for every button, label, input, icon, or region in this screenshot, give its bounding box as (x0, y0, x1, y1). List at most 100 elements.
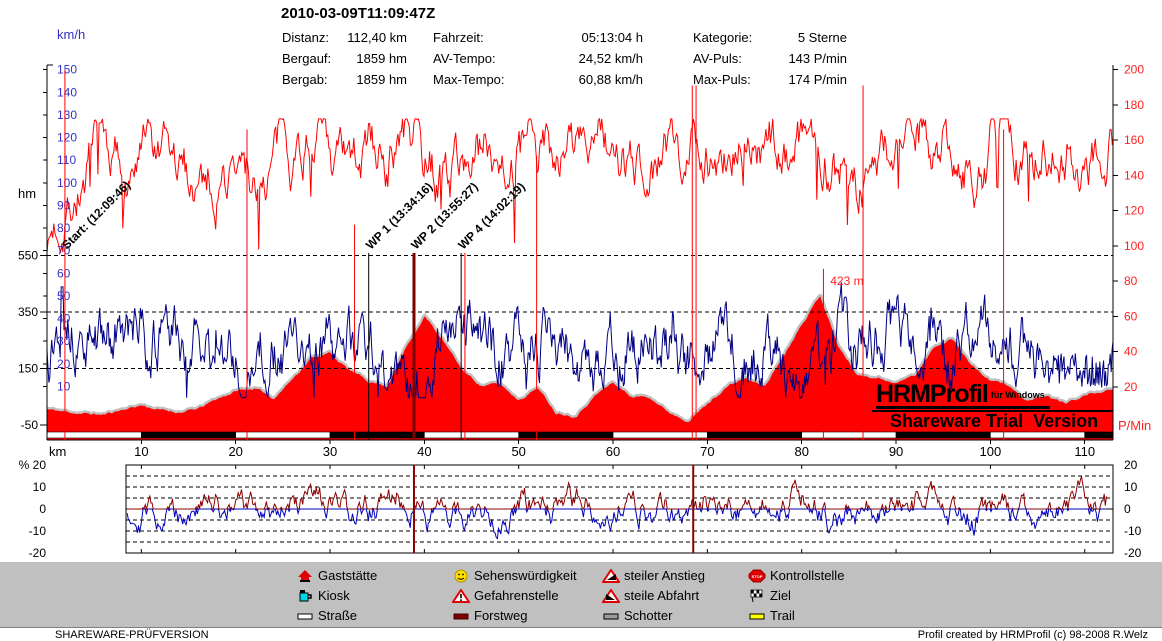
speed-axis-unit-label: km/h (57, 27, 86, 42)
pulse-tick-label: 60 (1124, 309, 1138, 323)
trail-icon (749, 613, 765, 620)
session-title: 2010-03-09T11:09:47Z (281, 5, 436, 22)
elevation-axis-unit-label: hm (18, 186, 37, 201)
speed-tick-label: 140 (57, 85, 77, 99)
legend-item-label: steile Abfahrt (624, 588, 700, 603)
km-tick-label: 90 (889, 444, 903, 459)
svg-text:STOP: STOP (752, 574, 763, 579)
legend-item-label: Sehenswürdigkeit (474, 568, 577, 583)
stat-value: 112,40 km (347, 30, 407, 45)
legend-item-label: Forstweg (474, 608, 528, 623)
stat-label: Bergab: (282, 72, 328, 87)
stat-value: 143 P/min (788, 51, 847, 66)
pulse-tick-label: 140 (1124, 168, 1144, 182)
stat-value: 174 P/min (788, 72, 847, 87)
speed-tick-label: 10 (57, 379, 71, 393)
gradient-tick-label: 10 (33, 480, 47, 494)
scale-bar-segment (895, 431, 991, 439)
elevation-tick-label: -50 (21, 418, 39, 432)
elevation-outline (46, 293, 1113, 423)
speed-tick-label: 50 (57, 289, 71, 303)
pulse-axis-unit-label: P/Min (1118, 418, 1152, 433)
speed-tick-label: 60 (57, 266, 71, 280)
stat-value: 60,88 km/h (578, 72, 643, 87)
km-tick-label: 60 (606, 444, 620, 459)
stat-value: 1859 hm (356, 72, 407, 87)
elevation-tick-label: 350 (18, 305, 38, 319)
scale-bar-segment (612, 431, 708, 439)
gradient-tick-label: -10 (29, 524, 47, 538)
km-tick-label: 20 (228, 444, 242, 459)
legend-item-label: Gaststätte (318, 568, 378, 583)
scale-bar-segment (801, 431, 897, 439)
pulse-tick-label: 160 (1124, 133, 1144, 147)
km-tick-label: 30 (323, 444, 337, 459)
km-tick-label: 100 (980, 444, 1002, 459)
kiosk-icon (299, 590, 312, 602)
warning-icon (452, 589, 470, 603)
scale-bar-segment (424, 431, 519, 439)
gradient-chart: % 20 10 0 -10 -20 20 10 0 -10 -20 (19, 458, 1142, 560)
road-icon (297, 613, 313, 620)
gradient-tick-label: 0 (1124, 502, 1131, 516)
scale-bar-segment (518, 431, 614, 439)
stat-label: Kategorie: (693, 30, 753, 45)
speed-tick-label: 80 (57, 221, 71, 235)
pulse-tick-label: 200 (1124, 63, 1144, 77)
stat-label: AV-Tempo: (433, 51, 496, 66)
km-tick-label: 50 (511, 444, 525, 459)
scale-bar-segment (1084, 431, 1114, 439)
stat-label: AV-Puls: (693, 51, 742, 66)
main-profile-chart: 10 20 30 40 50 60 70 80 90 100 110 120 130 140 150 550 3… (18, 63, 1144, 459)
distance-axis-unit-label: km (49, 444, 67, 459)
km-tick-label: 110 (1074, 444, 1095, 459)
stat-value: 5 Sterne (797, 30, 847, 45)
scale-bar-segment (990, 431, 1086, 439)
stat-value: 1859 hm (356, 51, 407, 66)
scale-bar-segment (235, 431, 331, 439)
pulse-tick-label: 100 (1124, 239, 1144, 253)
legend-item-label: Kontrollstelle (770, 568, 845, 583)
speed-tick-label: 30 (57, 334, 71, 348)
status-credit-text: Profil created by HRMProfil (c) 98-2008 … (917, 629, 1148, 641)
gravel-icon (603, 613, 619, 620)
gradient-negative-line (126, 507, 1107, 540)
house-icon (298, 570, 312, 582)
pulse-tick-label: 40 (1124, 345, 1138, 359)
pulse-tick-label: 80 (1124, 274, 1138, 288)
stat-label: Max-Tempo: (433, 72, 505, 87)
climb-icon (602, 569, 620, 583)
speed-tick-label: 20 (57, 357, 71, 371)
pulse-tick-label: 120 (1124, 204, 1144, 218)
legend-item-label: Straße (318, 608, 358, 623)
scale-bar-segment (707, 431, 803, 439)
descent-icon (602, 589, 620, 603)
status-shareware-text: SHAREWARE-PRÜFVERSION (55, 629, 209, 641)
elevation-tick-label: 550 (18, 249, 38, 263)
stat-label: Bergauf: (282, 51, 332, 66)
speed-tick-label: 150 (57, 63, 77, 77)
stat-value: 24,52 km/h (578, 51, 643, 66)
legend: Gaststätte Kiosk Straße Sehenswürdigkeit Gef… (0, 562, 1162, 627)
speed-tick-label: 40 (57, 312, 71, 326)
elevation-area (47, 295, 1113, 440)
gradient-tick-label: 10 (1124, 480, 1138, 494)
speed-tick-label: 100 (57, 176, 77, 190)
legend-item-label: Trail (770, 608, 795, 623)
legend-item-label: Gefahrenstelle (474, 588, 559, 603)
gradient-tick-label: 20 (1124, 458, 1138, 472)
speed-tick-label: 70 (57, 244, 71, 258)
gradient-tick-label: -20 (29, 546, 47, 560)
legend-item-label: Ziel (770, 588, 791, 603)
speed-tick-label: 90 (57, 198, 71, 212)
km-tick-label: 80 (794, 444, 808, 459)
speed-tick-label: 130 (57, 108, 77, 122)
stat-label: Max-Puls: (693, 72, 751, 87)
gradient-tick-label: % 20 (19, 458, 47, 472)
forestway-icon (453, 613, 469, 620)
gradient-positive-line (127, 476, 1107, 511)
speed-tick-label: 120 (57, 131, 77, 145)
peak-elevation-annotation: 423 m (830, 274, 863, 288)
scale-bar-segment (329, 431, 425, 439)
